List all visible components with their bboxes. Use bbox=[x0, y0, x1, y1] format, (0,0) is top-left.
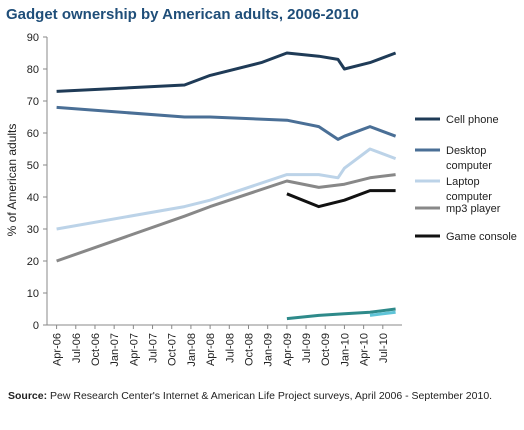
y-tick-label: 0 bbox=[33, 320, 39, 332]
y-tick-label: 20 bbox=[27, 256, 39, 268]
series-line-cell-phone bbox=[56, 51, 397, 93]
y-axis-label: % of American adults bbox=[5, 124, 19, 237]
x-tick-label: Oct-09 bbox=[320, 333, 332, 366]
chart-title: Gadget ownership by American adults, 200… bbox=[6, 6, 359, 23]
x-tick-label: Jan-10 bbox=[339, 333, 351, 367]
legend-label: Desktop computer bbox=[446, 145, 492, 172]
x-tick-label: Jul-09 bbox=[301, 333, 313, 363]
x-tick-labels: Apr-06 Jul-06 Oct-06 Jan-07 Apr-07 Jul-07 Oct-… bbox=[52, 333, 390, 367]
chart: Gadget ownership by American adults, 200… bbox=[5, 6, 517, 367]
y-tick-labels: 0 10 20 30 40 50 60 70 80 90 bbox=[27, 32, 39, 332]
x-tick-label: Apr-06 bbox=[52, 333, 64, 366]
legend: Cell phone Desktop computer Laptop computerm… bbox=[415, 114, 517, 243]
y-tick-label: 70 bbox=[27, 96, 39, 108]
x-tick-label: Jul-07 bbox=[148, 333, 160, 363]
x-tick-label: Jul-08 bbox=[224, 333, 236, 363]
y-tick-label: 60 bbox=[27, 128, 39, 140]
axes bbox=[43, 36, 402, 329]
x-tick-label: Jan-09 bbox=[263, 333, 275, 367]
x-tick-label: Jan-08 bbox=[186, 333, 198, 367]
x-tick-label: Apr-09 bbox=[282, 333, 294, 366]
x-tick-label: Apr-08 bbox=[205, 333, 217, 366]
series-line-unlabeled-6 bbox=[369, 310, 396, 317]
y-tick-label: 10 bbox=[27, 288, 39, 300]
y-tick-label: 90 bbox=[27, 32, 39, 44]
series-line-game-console bbox=[286, 189, 396, 209]
legend-label: Laptop computer bbox=[446, 176, 492, 203]
x-tick-label: Apr-10 bbox=[359, 333, 371, 366]
y-tick-label: 30 bbox=[27, 224, 39, 236]
series-line-laptop-computer bbox=[56, 147, 397, 231]
legend-label: Game console bbox=[446, 231, 517, 243]
source-label: Source: bbox=[8, 390, 48, 402]
series-line-mp3-player bbox=[56, 173, 396, 263]
series-line-desktop-computer bbox=[56, 105, 397, 141]
x-tick-label: Jan-07 bbox=[109, 333, 121, 367]
series-line-unlabeled-5 bbox=[286, 307, 396, 321]
legend-label: Cell phone bbox=[446, 114, 499, 126]
series-lines bbox=[56, 51, 397, 321]
x-tick-label: Jul-06 bbox=[71, 333, 83, 363]
x-tick-label: Oct-06 bbox=[90, 333, 102, 366]
y-tick-label: 80 bbox=[27, 64, 39, 76]
legend-label: mp3 player bbox=[446, 203, 501, 215]
x-tick-label: Oct-08 bbox=[243, 333, 255, 366]
y-tick-label: 40 bbox=[27, 192, 39, 204]
source-note: Source: Pew Research Center's Internet &… bbox=[8, 389, 516, 403]
x-tick-label: Oct-07 bbox=[167, 333, 179, 366]
y-tick-label: 50 bbox=[27, 160, 39, 172]
x-tick-label: Jul-10 bbox=[378, 333, 390, 363]
source-text: Pew Research Center's Internet & America… bbox=[50, 390, 493, 402]
x-tick-label: Apr-07 bbox=[128, 333, 140, 366]
